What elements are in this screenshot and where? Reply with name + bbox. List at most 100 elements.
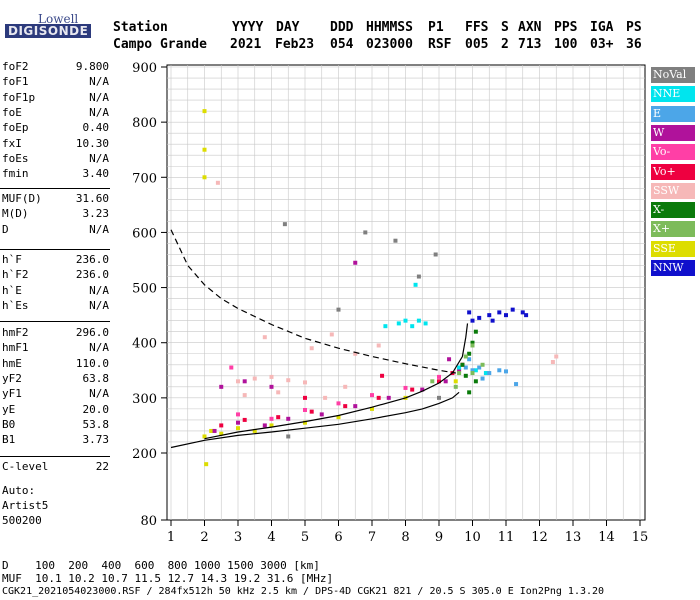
data-point xyxy=(457,365,462,370)
x-tick-label: 14 xyxy=(598,530,615,545)
series-x- xyxy=(430,343,485,389)
param-key: M(D) xyxy=(2,207,29,221)
footer-muf-row: MUF 10.1 10.2 10.7 11.5 12.7 14.3 19.2 3… xyxy=(2,572,334,585)
y-tick-label: 400 xyxy=(132,337,157,352)
data-point xyxy=(477,315,482,320)
param-value: 110.0 xyxy=(75,356,109,370)
param-value: N/A xyxy=(89,298,109,312)
data-point xyxy=(323,395,328,400)
param-key: hmE xyxy=(2,356,22,370)
data-point xyxy=(212,428,217,433)
data-point xyxy=(303,407,307,412)
x-tick-label: 2 xyxy=(200,530,208,545)
param-value: 236.0 xyxy=(75,253,109,266)
param-value: 31.60 xyxy=(75,192,109,205)
x-tick-label: 10 xyxy=(464,530,481,545)
data-point xyxy=(497,368,502,373)
param-key: h`E xyxy=(2,283,22,297)
logo-lowell: Lowell xyxy=(38,12,79,26)
header-label-p1: P1 xyxy=(428,20,444,35)
param-value: N/A xyxy=(89,222,109,236)
data-point xyxy=(510,307,515,312)
data-point xyxy=(470,371,475,376)
legend-item-w: W xyxy=(651,124,695,141)
data-point xyxy=(393,238,398,243)
y-tick-label: 300 xyxy=(132,392,157,407)
data-point xyxy=(467,390,472,395)
header-value-ffs: 005 xyxy=(465,37,489,52)
param-row: B0 53.8 xyxy=(2,418,109,432)
param-separator xyxy=(0,456,110,457)
data-point xyxy=(554,354,559,359)
data-point xyxy=(286,378,291,383)
data-point xyxy=(376,395,381,400)
legend-item-e: E xyxy=(651,105,695,122)
data-point xyxy=(215,180,220,185)
x-tick-label: 1 xyxy=(167,530,175,545)
param-row: fmin 3.40 xyxy=(2,167,109,181)
data-point xyxy=(423,321,428,326)
param-value: 3.23 xyxy=(82,207,110,221)
x-tick-label: 9 xyxy=(435,530,443,545)
param-value: 10.30 xyxy=(75,136,109,150)
auto-scaling-info: Artist5 xyxy=(2,499,49,512)
legend-item-vo-: Vo+ xyxy=(651,163,695,180)
data-point xyxy=(380,373,385,378)
param-key: B0 xyxy=(2,417,16,431)
data-point xyxy=(303,380,307,385)
data-point xyxy=(386,395,391,400)
data-point xyxy=(329,332,334,337)
header-label-iga: IGA xyxy=(590,20,614,35)
data-point xyxy=(520,310,525,315)
data-point xyxy=(236,412,240,417)
param-key: MUF(D) xyxy=(2,192,42,205)
data-point xyxy=(276,390,281,395)
data-point xyxy=(242,417,247,422)
header-value-s: 2 xyxy=(501,37,509,52)
data-point xyxy=(403,385,408,390)
header-value-p1: RSF xyxy=(428,37,452,52)
header-value-iga: 03+ xyxy=(590,37,614,52)
data-point xyxy=(286,416,291,421)
x-tick-label: 3 xyxy=(234,530,242,545)
series-noval xyxy=(282,222,441,439)
series-vo- xyxy=(229,365,441,421)
x-tick-label: 6 xyxy=(334,530,342,545)
param-row: h`Es N/A xyxy=(2,299,109,313)
y-tick-label: 700 xyxy=(132,171,157,186)
param-value: 3.73 xyxy=(82,433,110,447)
param-separator xyxy=(0,321,110,322)
param-key: fxI xyxy=(2,136,22,150)
data-point xyxy=(262,335,267,340)
header-label-yyyy: YYYY xyxy=(232,20,264,35)
param-row: C-level 22 xyxy=(2,460,109,474)
data-point xyxy=(487,313,492,318)
param-value: 22 xyxy=(95,460,109,473)
legend-item-x-: X- xyxy=(651,202,695,219)
data-point xyxy=(363,230,368,235)
data-point xyxy=(219,384,224,389)
data-point xyxy=(204,462,209,467)
data-point xyxy=(470,340,475,345)
param-value: 0.40 xyxy=(82,121,110,135)
data-point xyxy=(473,329,478,334)
header-label-pps: PPS xyxy=(554,20,578,35)
series-sse xyxy=(202,109,458,467)
param-value: 236.0 xyxy=(75,268,109,282)
data-point xyxy=(242,379,247,384)
data-point xyxy=(524,313,529,318)
param-row: hmF1 N/A xyxy=(2,341,109,355)
x-tick-label: 11 xyxy=(498,530,515,545)
data-point xyxy=(480,376,485,381)
param-key: foF1 xyxy=(2,75,29,89)
header-value-day: Feb23 xyxy=(275,37,315,52)
header-label-ffs: FFS xyxy=(465,20,489,35)
data-point xyxy=(480,362,485,367)
data-point xyxy=(410,324,415,329)
param-key: D xyxy=(2,222,9,236)
legend-item-nne: NNE xyxy=(651,86,695,103)
data-point xyxy=(453,384,458,389)
data-point xyxy=(319,412,324,417)
header-label-day: DAY xyxy=(276,20,300,35)
